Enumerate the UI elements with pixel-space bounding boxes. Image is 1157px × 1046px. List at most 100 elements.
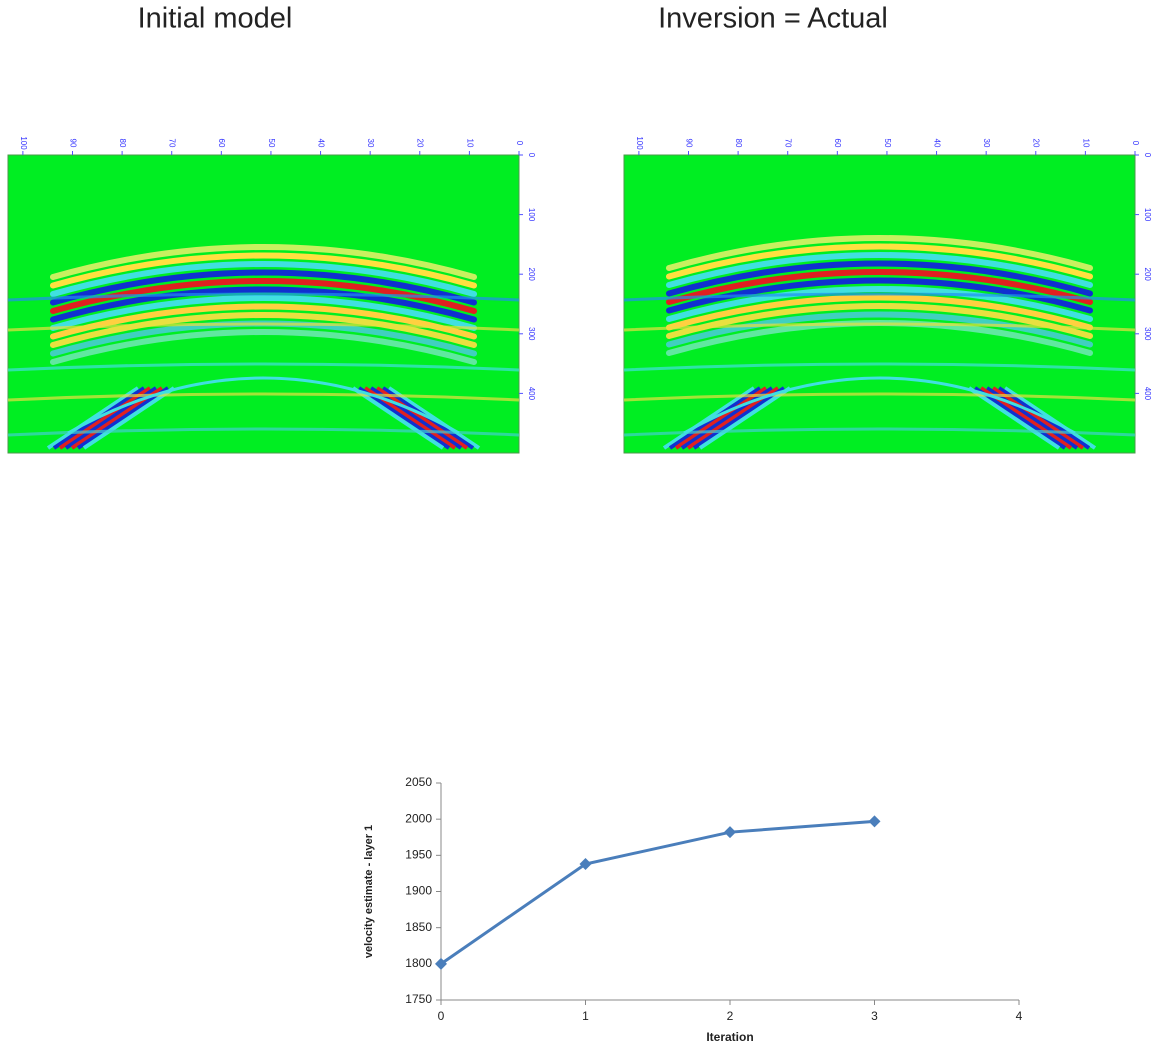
weak-event bbox=[67, 376, 460, 435]
x-tick-label: 50 bbox=[267, 139, 276, 148]
x-tick-label: 3 bbox=[871, 1009, 878, 1023]
weak-event bbox=[8, 362, 519, 372]
weak-event bbox=[624, 292, 1135, 302]
y-tick-label: 200 bbox=[527, 268, 536, 282]
y-tick-label: 400 bbox=[1143, 387, 1152, 401]
x-tick-label: 30 bbox=[366, 139, 375, 148]
x-tick-label: 0 bbox=[1131, 141, 1140, 146]
reflection-band bbox=[666, 303, 1093, 339]
reflection-band bbox=[50, 286, 477, 323]
reflection-band bbox=[666, 311, 1093, 348]
reflection-band bbox=[666, 260, 1093, 297]
diffraction-band bbox=[973, 386, 1067, 450]
x-tick-label: 80 bbox=[118, 139, 127, 148]
reflection-band bbox=[666, 252, 1093, 288]
data-marker bbox=[868, 815, 881, 828]
diffraction-band bbox=[46, 386, 140, 450]
diffraction-band bbox=[387, 386, 481, 450]
y-tick-label: 300 bbox=[1143, 327, 1152, 341]
x-tick-label: 0 bbox=[438, 1009, 445, 1023]
x-tick-label: 20 bbox=[1032, 139, 1041, 148]
panel-title: Initial model bbox=[138, 3, 293, 35]
x-tick-label: 90 bbox=[68, 139, 77, 148]
x-tick-label: 100 bbox=[635, 136, 644, 150]
y-tick-label: 400 bbox=[527, 387, 536, 401]
y-tick-label: 1800 bbox=[405, 956, 432, 970]
reflection-band bbox=[666, 235, 1093, 271]
x-tick-label: 70 bbox=[168, 139, 177, 148]
diffraction-band bbox=[967, 386, 1061, 450]
y-tick-label: 1750 bbox=[405, 992, 432, 1006]
x-tick-label: 2 bbox=[727, 1009, 734, 1023]
x-tick-label: 4 bbox=[1016, 1009, 1023, 1023]
diffraction-band bbox=[692, 386, 786, 450]
x-tick-label: 60 bbox=[217, 139, 226, 148]
reflection-band bbox=[666, 269, 1093, 305]
reflection-band bbox=[666, 243, 1093, 280]
diffraction-band bbox=[662, 386, 756, 450]
weak-event bbox=[683, 376, 1076, 435]
x-tick-label: 60 bbox=[833, 139, 842, 148]
weak-event bbox=[624, 392, 1135, 402]
diffraction-band bbox=[674, 386, 768, 450]
y-axis-label: velocity estimate - layer 1 bbox=[363, 825, 375, 958]
weak-event bbox=[624, 322, 1135, 332]
y-tick-label: 1950 bbox=[405, 848, 432, 862]
reflection-band bbox=[50, 303, 477, 340]
y-tick-label: 2050 bbox=[405, 775, 432, 789]
x-tick-label: 40 bbox=[932, 139, 941, 148]
y-tick-label: 300 bbox=[527, 327, 536, 341]
reflection-band bbox=[50, 244, 477, 280]
x-tick-label: 70 bbox=[784, 139, 793, 148]
data-line bbox=[440, 819, 875, 966]
weak-event bbox=[8, 427, 519, 437]
data-marker bbox=[579, 858, 592, 871]
weak-event bbox=[624, 427, 1135, 437]
reflection-band bbox=[50, 252, 477, 289]
x-tick-label: 10 bbox=[1081, 139, 1090, 148]
x-tick-label: 90 bbox=[684, 139, 693, 148]
diffraction-band bbox=[76, 386, 170, 450]
x-tick-label: 100 bbox=[19, 136, 28, 150]
diffraction-band bbox=[357, 386, 451, 450]
weak-event bbox=[8, 322, 519, 332]
diffraction-band bbox=[991, 386, 1085, 450]
reflection-band bbox=[50, 312, 477, 348]
y-tick-label: 2000 bbox=[405, 811, 432, 825]
data-marker bbox=[435, 957, 447, 970]
data-marker bbox=[724, 826, 736, 839]
reflection-band bbox=[666, 294, 1093, 331]
x-tick-label: 0 bbox=[515, 141, 524, 146]
x-tick-label: 1 bbox=[582, 1009, 589, 1023]
reflection-band bbox=[50, 269, 477, 306]
diffraction-band bbox=[698, 386, 792, 450]
panel-title: Inversion = Actual bbox=[658, 3, 888, 35]
x-tick-label: 10 bbox=[465, 139, 474, 148]
diffraction-band bbox=[375, 386, 469, 450]
y-tick-label: 1900 bbox=[405, 884, 432, 898]
diffraction-band bbox=[58, 386, 152, 450]
x-tick-label: 40 bbox=[316, 139, 325, 148]
reflection-band bbox=[50, 261, 477, 297]
y-tick-label: 100 bbox=[1143, 208, 1152, 222]
reflection-band bbox=[666, 286, 1093, 322]
diffraction-band bbox=[1003, 386, 1097, 450]
reflection-band bbox=[50, 329, 477, 365]
reflections bbox=[8, 244, 519, 450]
y-tick-label: 1850 bbox=[405, 920, 432, 934]
y-tick-label: 0 bbox=[527, 153, 536, 158]
diffraction-band bbox=[82, 386, 176, 450]
reflections bbox=[624, 235, 1135, 450]
y-tick-label: 100 bbox=[527, 208, 536, 222]
weak-event bbox=[8, 392, 519, 402]
weak-event bbox=[624, 362, 1135, 372]
x-tick-label: 80 bbox=[734, 139, 743, 148]
y-tick-label: 0 bbox=[1143, 153, 1152, 158]
x-axis-label: Iteration bbox=[706, 1030, 753, 1044]
y-tick-label: 200 bbox=[1143, 268, 1152, 282]
x-tick-label: 50 bbox=[883, 139, 892, 148]
diffraction-band bbox=[351, 386, 445, 450]
x-tick-label: 30 bbox=[982, 139, 991, 148]
x-tick-label: 20 bbox=[416, 139, 425, 148]
